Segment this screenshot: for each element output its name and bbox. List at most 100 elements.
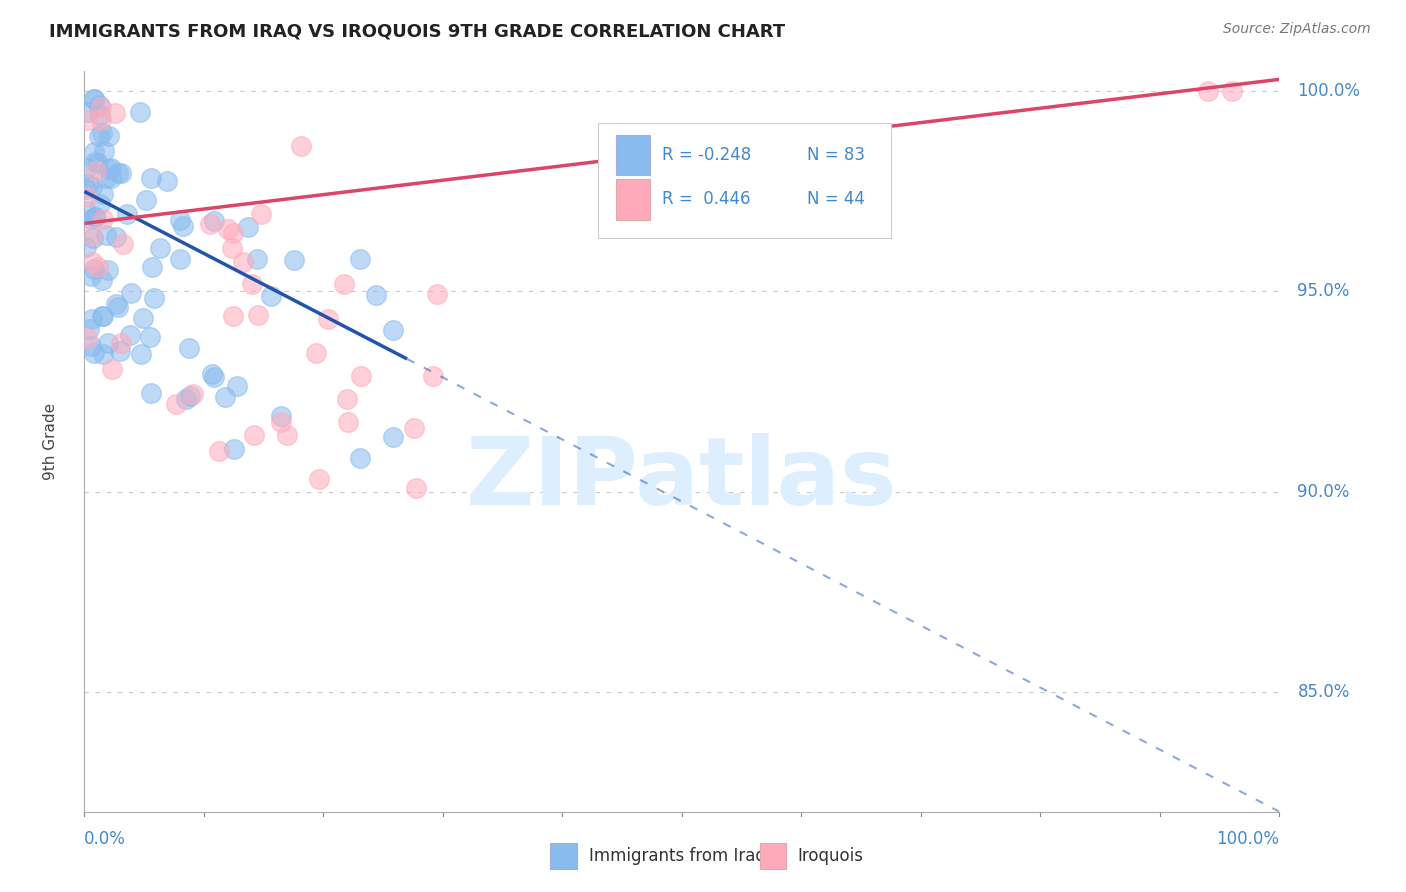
Point	[232, 255, 254, 269]
Point	[75, 182, 97, 196]
Point	[90, 100, 112, 114]
Point	[94, 227, 117, 242]
Point	[381, 323, 404, 337]
Point	[1197, 84, 1219, 98]
Point	[112, 236, 135, 251]
Point	[76, 331, 98, 345]
Point	[91, 347, 114, 361]
Point	[83, 155, 105, 169]
Point	[247, 308, 270, 322]
Point	[238, 220, 260, 235]
FancyBboxPatch shape	[599, 123, 891, 238]
Point	[202, 214, 225, 228]
Point	[90, 273, 112, 287]
Point	[143, 291, 166, 305]
Point	[243, 427, 266, 442]
FancyBboxPatch shape	[551, 843, 576, 869]
Point	[79, 322, 101, 336]
FancyBboxPatch shape	[616, 179, 650, 219]
Point	[83, 262, 105, 277]
Point	[108, 344, 131, 359]
Point	[240, 277, 263, 291]
Text: Source: ZipAtlas.com: Source: ZipAtlas.com	[1223, 22, 1371, 37]
Point	[117, 207, 139, 221]
Point	[105, 230, 128, 244]
Point	[308, 472, 330, 486]
Point	[110, 166, 132, 180]
Point	[90, 113, 112, 128]
Point	[83, 92, 105, 106]
Point	[87, 156, 110, 170]
Point	[80, 312, 103, 326]
Point	[135, 194, 157, 208]
Point	[104, 296, 127, 310]
Point	[87, 129, 110, 144]
Text: 90.0%: 90.0%	[1298, 483, 1350, 500]
Point	[91, 212, 114, 227]
Point	[165, 396, 187, 410]
Point	[246, 252, 269, 266]
Point	[201, 367, 224, 381]
Point	[270, 415, 292, 429]
Point	[260, 289, 283, 303]
Point	[177, 341, 200, 355]
Point	[250, 207, 273, 221]
Point	[290, 138, 312, 153]
Point	[179, 389, 201, 403]
Point	[77, 178, 100, 192]
Point	[76, 104, 98, 119]
Point	[214, 390, 236, 404]
Point	[198, 218, 221, 232]
Point	[100, 362, 122, 376]
Point	[80, 269, 103, 284]
Text: 85.0%: 85.0%	[1298, 682, 1350, 700]
Point	[107, 300, 129, 314]
Point	[90, 309, 112, 323]
Point	[349, 252, 371, 266]
Point	[129, 104, 152, 119]
Point	[80, 339, 103, 353]
Point	[100, 170, 122, 185]
Text: Immigrants from Iraq: Immigrants from Iraq	[589, 847, 766, 865]
Point	[76, 190, 98, 204]
Point	[202, 369, 225, 384]
Point	[276, 428, 298, 442]
Point	[97, 336, 120, 351]
Point	[89, 197, 111, 211]
Text: 9th Grade: 9th Grade	[44, 403, 59, 480]
Point	[129, 347, 152, 361]
Point	[132, 310, 155, 325]
Text: N = 83: N = 83	[807, 146, 866, 164]
Point	[87, 260, 110, 274]
Point	[94, 170, 117, 185]
Point	[118, 328, 141, 343]
Point	[80, 179, 103, 194]
Text: N = 44: N = 44	[807, 191, 865, 209]
Point	[283, 253, 305, 268]
Point	[97, 161, 120, 176]
Point	[76, 161, 98, 175]
Point	[104, 106, 127, 120]
Text: 0.0%: 0.0%	[84, 830, 127, 848]
Point	[333, 277, 356, 292]
Point	[141, 260, 163, 274]
Point	[169, 252, 191, 267]
Point	[364, 287, 387, 301]
Point	[174, 392, 197, 406]
Point	[305, 345, 328, 359]
Point	[169, 213, 191, 227]
FancyBboxPatch shape	[759, 843, 786, 869]
Point	[221, 226, 243, 240]
Point	[84, 164, 107, 178]
Point	[218, 221, 240, 235]
Point	[80, 228, 103, 243]
Point	[149, 241, 172, 255]
Point	[222, 310, 245, 324]
Text: 95.0%: 95.0%	[1298, 283, 1350, 301]
Point	[156, 173, 179, 187]
Point	[97, 128, 120, 143]
Point	[1220, 84, 1243, 98]
FancyBboxPatch shape	[616, 135, 650, 176]
Point	[82, 231, 104, 245]
Text: ZIPatlas: ZIPatlas	[467, 433, 897, 524]
